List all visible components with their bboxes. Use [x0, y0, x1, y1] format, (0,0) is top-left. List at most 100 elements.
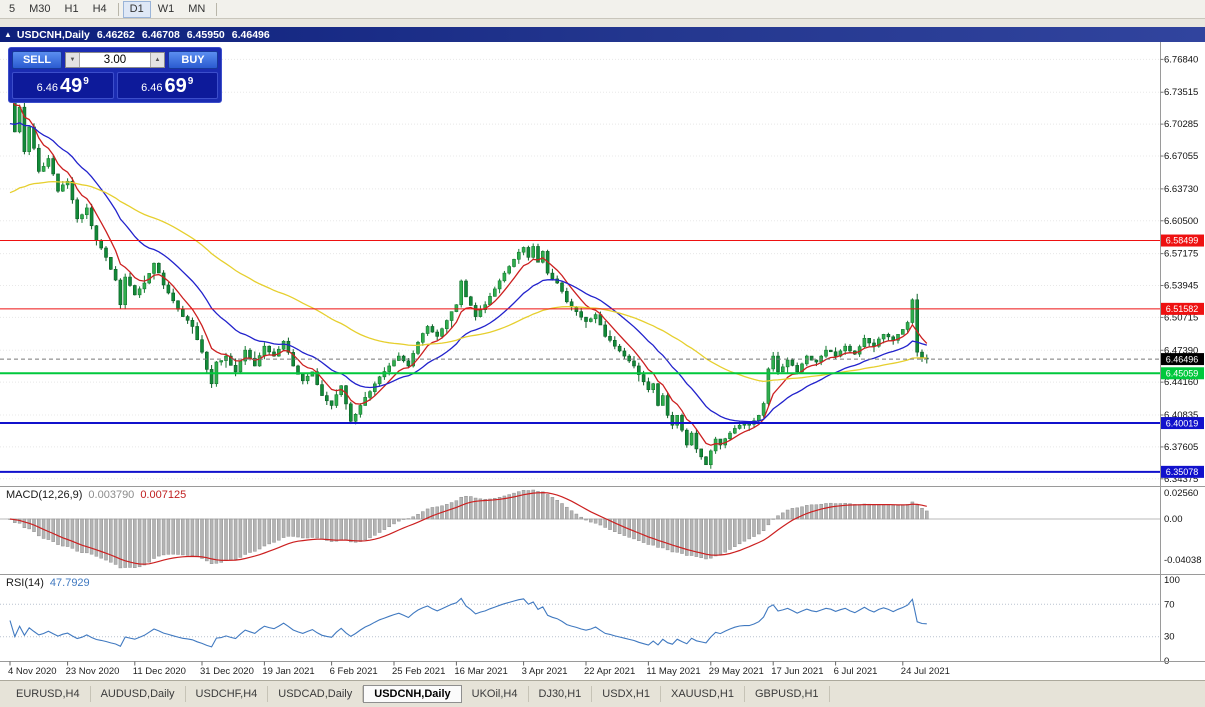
- macd-bar: [411, 516, 415, 520]
- timeframe-mn[interactable]: MN: [188, 2, 206, 15]
- macd-bar: [248, 518, 252, 553]
- candle-body: [704, 456, 708, 466]
- candle-body: [608, 336, 612, 341]
- candle: [780, 363, 785, 373]
- macd-bar: [219, 518, 223, 563]
- candle-body: [564, 291, 569, 303]
- timeframe-w1[interactable]: W1: [157, 2, 175, 15]
- candle: [516, 248, 521, 264]
- timeframe-h1[interactable]: H1: [64, 2, 79, 15]
- timeframe-h4[interactable]: H4: [92, 2, 107, 15]
- candle: [540, 250, 545, 264]
- tab-dj30-h1[interactable]: DJ30,H1: [529, 686, 593, 702]
- candle: [497, 278, 502, 294]
- candle-body: [780, 366, 785, 373]
- tab-usdcad-daily[interactable]: USDCAD,Daily: [268, 686, 364, 702]
- tab-eurusd-h4[interactable]: EURUSD,H4: [6, 686, 91, 702]
- candle-body: [358, 405, 363, 415]
- candle: [699, 448, 704, 460]
- tab-usdcnh-daily[interactable]: USDCNH,Daily: [363, 685, 462, 703]
- tab-xauusd-h1[interactable]: XAUUSD,H1: [661, 686, 745, 702]
- moving-averages: [9, 95, 928, 446]
- candle: [89, 203, 94, 230]
- macd-bar: [536, 491, 540, 520]
- macd-bar: [723, 518, 727, 553]
- candle-body: [296, 365, 300, 375]
- candle-body: [718, 438, 723, 446]
- price-line-badge: 6.45059: [1161, 367, 1204, 380]
- candle: [305, 372, 310, 385]
- buy-price-button[interactable]: 6.46 69 9: [116, 72, 218, 99]
- timeframe-d1[interactable]: D1: [122, 0, 151, 18]
- buy-price-prefix: 6.46: [141, 82, 163, 94]
- candle-body: [790, 359, 795, 366]
- candle-body: [272, 351, 276, 357]
- chart-canvas[interactable]: 6.76840 6.73515 6.70285 6.67055 6.63730 6.605…: [0, 42, 1205, 680]
- trade-panel-price-row: 6.46 49 9 6.46 69 9: [12, 72, 218, 99]
- tab-audusd-daily[interactable]: AUDUSD,Daily: [91, 686, 186, 702]
- macd-bar: [853, 504, 857, 520]
- tab-usdchf-h4[interactable]: USDCHF,H4: [186, 686, 269, 702]
- macd-bar: [190, 518, 195, 556]
- candle: [286, 337, 291, 355]
- candle-body: [243, 349, 247, 362]
- candle-body: [142, 282, 147, 290]
- macd-bar: [589, 518, 593, 523]
- candle-body: [910, 299, 915, 323]
- candle-body: [785, 359, 790, 368]
- macd-panel: [0, 489, 1160, 569]
- rsi-panel: [0, 597, 1160, 648]
- macd-bar: [584, 518, 588, 521]
- macd-bar: [286, 518, 291, 537]
- sell-price-button[interactable]: 6.46 49 9: [12, 72, 114, 99]
- candle: [584, 316, 588, 328]
- candle-body: [65, 180, 70, 186]
- candle-body: [406, 360, 411, 367]
- candle-body: [660, 395, 665, 406]
- tab-ukoil-h4[interactable]: UKOil,H4: [462, 686, 529, 702]
- macd-bar: [421, 511, 425, 520]
- macd-bar: [670, 518, 675, 553]
- timeframe-m30[interactable]: M30: [29, 2, 51, 15]
- candle-body: [512, 258, 516, 267]
- macd-bar: [646, 518, 651, 545]
- buy-button[interactable]: BUY: [168, 51, 218, 69]
- sell-button[interactable]: SELL: [12, 51, 62, 69]
- tab-usdx-h1[interactable]: USDX,H1: [592, 686, 661, 702]
- candle-body: [185, 316, 190, 321]
- macd-bar: [406, 518, 411, 520]
- candle: [113, 266, 118, 282]
- macd-bar: [75, 518, 79, 552]
- lot-decrement-button[interactable]: ▼: [66, 53, 80, 67]
- macd-bar: [632, 518, 636, 540]
- candle: [224, 352, 228, 368]
- candle: [181, 305, 185, 317]
- candle: [656, 383, 660, 407]
- timeframe-5[interactable]: 5: [9, 2, 16, 15]
- macd-bar: [507, 494, 511, 520]
- candle-body: [492, 288, 497, 297]
- lot-increment-button[interactable]: ▲: [150, 53, 164, 67]
- price-line-badge-bg: [1161, 465, 1204, 478]
- chart-titlebar: ▲ USDCNH,Daily 6.46262 6.46708 6.45950 6…: [0, 27, 1205, 42]
- rsi-name: RSI(14): [6, 577, 44, 589]
- candle-body: [454, 304, 459, 312]
- candle: [420, 332, 425, 346]
- macd-bar: [253, 518, 257, 552]
- tab-gbpusd-h1[interactable]: GBPUSD,H1: [745, 686, 830, 702]
- macd-bar: [877, 504, 881, 520]
- lot-size-input[interactable]: 3.00: [103, 54, 127, 66]
- macd-bar: [334, 518, 339, 542]
- macd-bar: [742, 518, 747, 542]
- macd-bar: [89, 518, 94, 555]
- macd-bar: [118, 518, 123, 569]
- collapse-icon[interactable]: ▲: [4, 30, 12, 39]
- candle-body: [416, 341, 420, 354]
- candle: [886, 332, 891, 341]
- candle: [185, 314, 190, 324]
- candle-body: [694, 432, 699, 450]
- macd-bar: [814, 504, 819, 520]
- macd-bar: [416, 514, 420, 520]
- macd-bar: [766, 518, 771, 526]
- candle-body: [867, 338, 872, 344]
